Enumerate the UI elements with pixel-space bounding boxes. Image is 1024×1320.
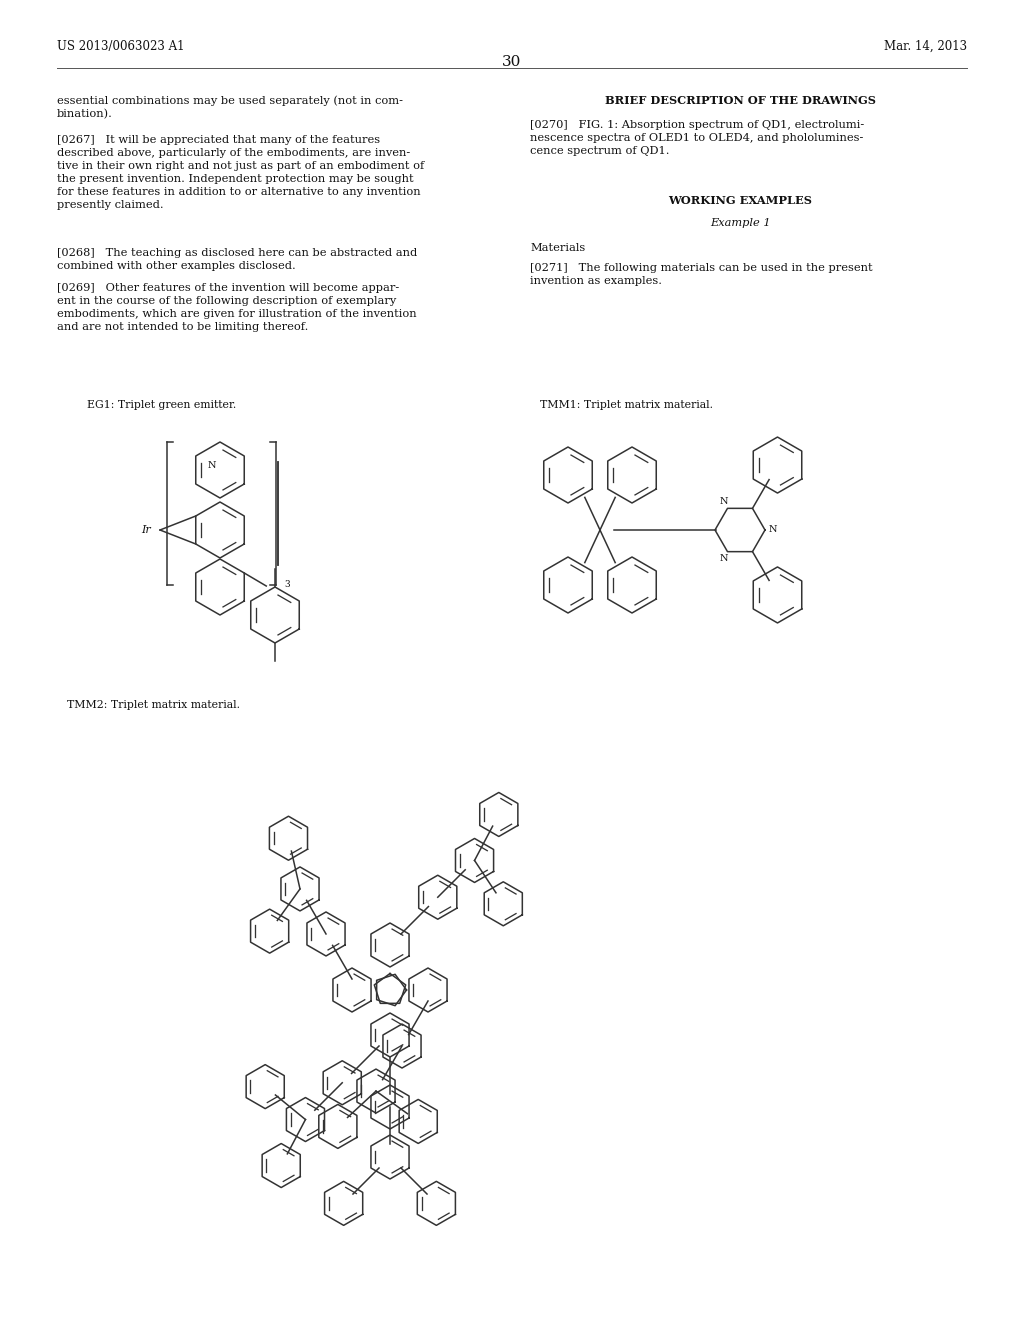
- Text: [0267]   It will be appreciated that many of the features
described above, parti: [0267] It will be appreciated that many …: [57, 135, 424, 210]
- Text: N: N: [719, 496, 728, 506]
- Text: TMM2: Triplet matrix material.: TMM2: Triplet matrix material.: [67, 700, 240, 710]
- Text: N: N: [719, 554, 728, 564]
- Text: [0268]   The teaching as disclosed here can be abstracted and
combined with othe: [0268] The teaching as disclosed here ca…: [57, 248, 417, 271]
- Text: Ir: Ir: [141, 525, 151, 535]
- Text: Mar. 14, 2013: Mar. 14, 2013: [884, 40, 967, 53]
- Text: N: N: [769, 525, 777, 535]
- Text: [0269]   Other features of the invention will become appar-
ent in the course of: [0269] Other features of the invention w…: [57, 282, 417, 333]
- Text: 3: 3: [284, 579, 290, 589]
- Text: 30: 30: [503, 55, 521, 69]
- Text: BRIEF DESCRIPTION OF THE DRAWINGS: BRIEF DESCRIPTION OF THE DRAWINGS: [604, 95, 876, 106]
- Text: Example 1: Example 1: [710, 218, 770, 228]
- Text: Materials: Materials: [530, 243, 586, 253]
- Text: EG1: Triplet green emitter.: EG1: Triplet green emitter.: [87, 400, 237, 411]
- Text: [0271]   The following materials can be used in the present
invention as example: [0271] The following materials can be us…: [530, 263, 872, 286]
- Text: N: N: [208, 462, 216, 470]
- Text: WORKING EXAMPLES: WORKING EXAMPLES: [668, 195, 812, 206]
- Text: TMM1: Triplet matrix material.: TMM1: Triplet matrix material.: [540, 400, 713, 411]
- Text: [0270]   FIG. 1: Absorption spectrum of QD1, electrolumi-
nescence spectra of OL: [0270] FIG. 1: Absorption spectrum of QD…: [530, 120, 864, 156]
- Text: US 2013/0063023 A1: US 2013/0063023 A1: [57, 40, 184, 53]
- Text: essential combinations may be used separately (not in com-
bination).: essential combinations may be used separ…: [57, 95, 403, 119]
